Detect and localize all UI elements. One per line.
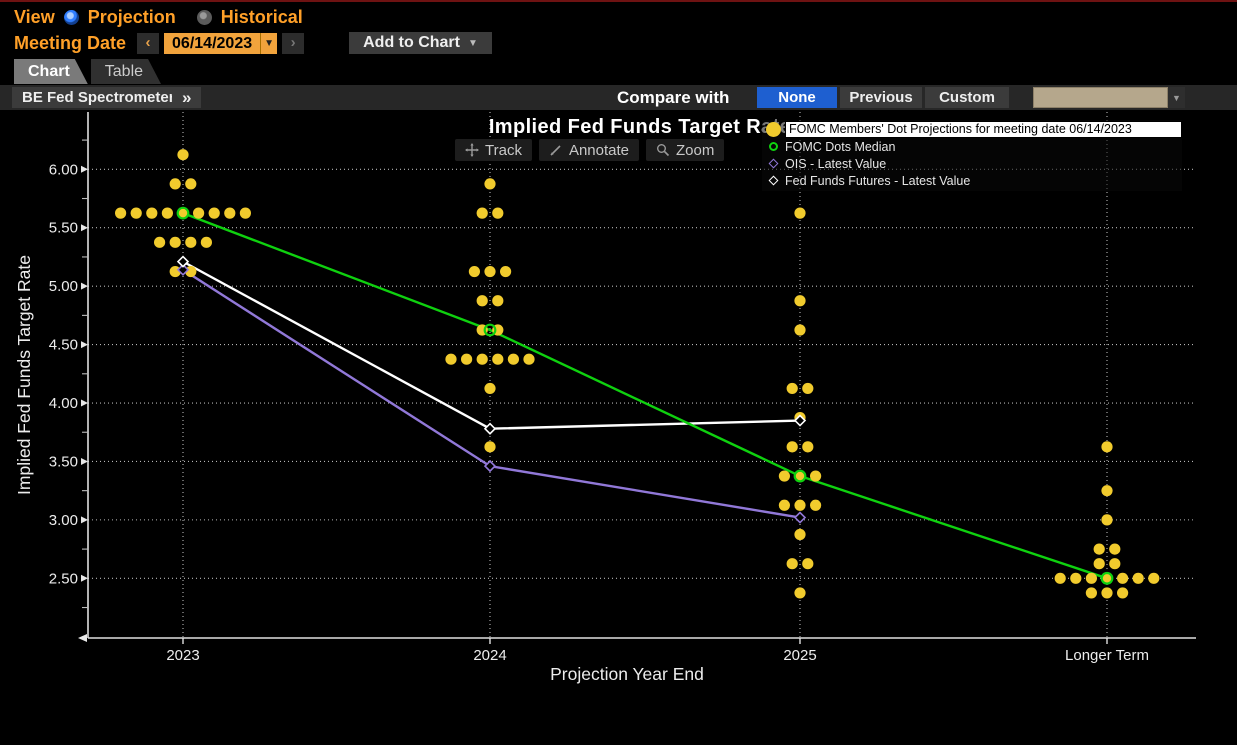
chevron-down-icon: ▼	[467, 37, 478, 49]
svg-text:4.00: 4.00	[49, 395, 78, 412]
legend-item-ois[interactable]: OIS - Latest Value	[762, 155, 1182, 172]
svg-text:3.00: 3.00	[49, 512, 78, 529]
magnifier-icon	[657, 144, 670, 157]
date-dropdown-caret-icon[interactable]: ▼	[260, 32, 277, 54]
zoom-button[interactable]: Zoom	[646, 139, 725, 161]
legend-item-fed-funds-futures[interactable]: Fed Funds Futures - Latest Value	[762, 172, 1182, 189]
legend-label: OIS - Latest Value	[785, 156, 887, 171]
add-to-chart-label: Add to Chart	[363, 34, 460, 51]
compare-previous-button[interactable]: Previous	[840, 87, 922, 108]
svg-text:6.00: 6.00	[49, 161, 78, 178]
meeting-date-bar: Meeting Date ‹ 06/14/2023 ▼ › Add to Cha…	[14, 32, 492, 54]
svg-text:Longer Term: Longer Term	[1065, 647, 1149, 664]
zoom-label: Zoom	[676, 141, 715, 159]
meeting-date-label: Meeting Date	[14, 32, 127, 53]
crosshair-icon	[465, 143, 479, 157]
compare-custom-button[interactable]: Custom	[925, 87, 1009, 108]
view-bar: View Projection Historical	[14, 7, 303, 28]
legend-label: FOMC Dots Median	[785, 139, 896, 154]
legend-item-fomc-dots[interactable]: FOMC Members' Dot Projections for meetin…	[762, 121, 1182, 138]
chart-title: Implied Fed Funds Target Rate	[488, 116, 792, 138]
radio-historical-label[interactable]: Historical	[220, 7, 303, 27]
legend-item-dots-median[interactable]: FOMC Dots Median	[762, 138, 1182, 155]
svg-text:4.50: 4.50	[49, 337, 78, 354]
chart-legend: FOMC Members' Dot Projections for meetin…	[762, 120, 1182, 191]
view-label: View	[14, 7, 55, 27]
svg-text:2.50: 2.50	[49, 570, 78, 587]
compare-dropdown-caret-icon[interactable]: ▼	[1168, 87, 1185, 108]
svg-text:Implied Fed Funds Target Rate: Implied Fed Funds Target Rate	[14, 255, 34, 495]
open-circle-icon	[769, 142, 778, 151]
radio-projection[interactable]	[63, 10, 79, 25]
toolbar-strip: BE Fed Spectrometer » Compare with None …	[0, 85, 1237, 110]
track-label: Track	[485, 141, 522, 159]
tab-chart[interactable]: Chart	[14, 59, 88, 84]
svg-text:5.00: 5.00	[49, 278, 78, 295]
svg-text:2024: 2024	[473, 647, 506, 664]
meeting-date-value[interactable]: 06/14/2023	[172, 34, 253, 52]
view-tabs: Chart Table	[14, 59, 161, 84]
svg-text:2023: 2023	[166, 647, 199, 664]
window-top-border	[0, 0, 1237, 2]
chart-toolbar: Track Annotate Zoom	[455, 139, 725, 161]
expand-chevrons-button[interactable]: »	[172, 87, 202, 108]
svg-text:5.50: 5.50	[49, 220, 78, 237]
filled-circle-icon	[766, 122, 781, 137]
pencil-icon	[550, 145, 561, 156]
svg-text:Projection Year End: Projection Year End	[550, 664, 704, 684]
legend-label: Fed Funds Futures - Latest Value	[785, 173, 971, 188]
open-diamond-icon	[768, 158, 779, 169]
meeting-date-input[interactable]: 06/14/2023 ▼	[164, 32, 278, 54]
add-to-chart-button[interactable]: Add to Chart ▼	[349, 32, 492, 54]
legend-label: FOMC Members' Dot Projections for meetin…	[785, 121, 1182, 138]
annotate-button[interactable]: Annotate	[538, 139, 640, 161]
prev-date-button[interactable]: ‹	[137, 32, 160, 54]
radio-historical[interactable]	[196, 10, 212, 25]
spectrometer-button[interactable]: BE Fed Spectrometer	[12, 87, 185, 108]
open-diamond-icon	[768, 175, 779, 186]
compare-with-label: Compare with	[617, 87, 730, 107]
svg-text:2025: 2025	[783, 647, 816, 664]
next-date-button[interactable]: ›	[282, 32, 305, 54]
radio-projection-label[interactable]: Projection	[87, 7, 176, 27]
track-button[interactable]: Track	[455, 139, 532, 161]
svg-text:3.50: 3.50	[49, 453, 78, 470]
tab-table[interactable]: Table	[91, 59, 161, 84]
compare-dropdown-field[interactable]	[1033, 87, 1168, 108]
compare-none-button[interactable]: None	[757, 87, 837, 108]
annotate-label: Annotate	[568, 141, 630, 159]
